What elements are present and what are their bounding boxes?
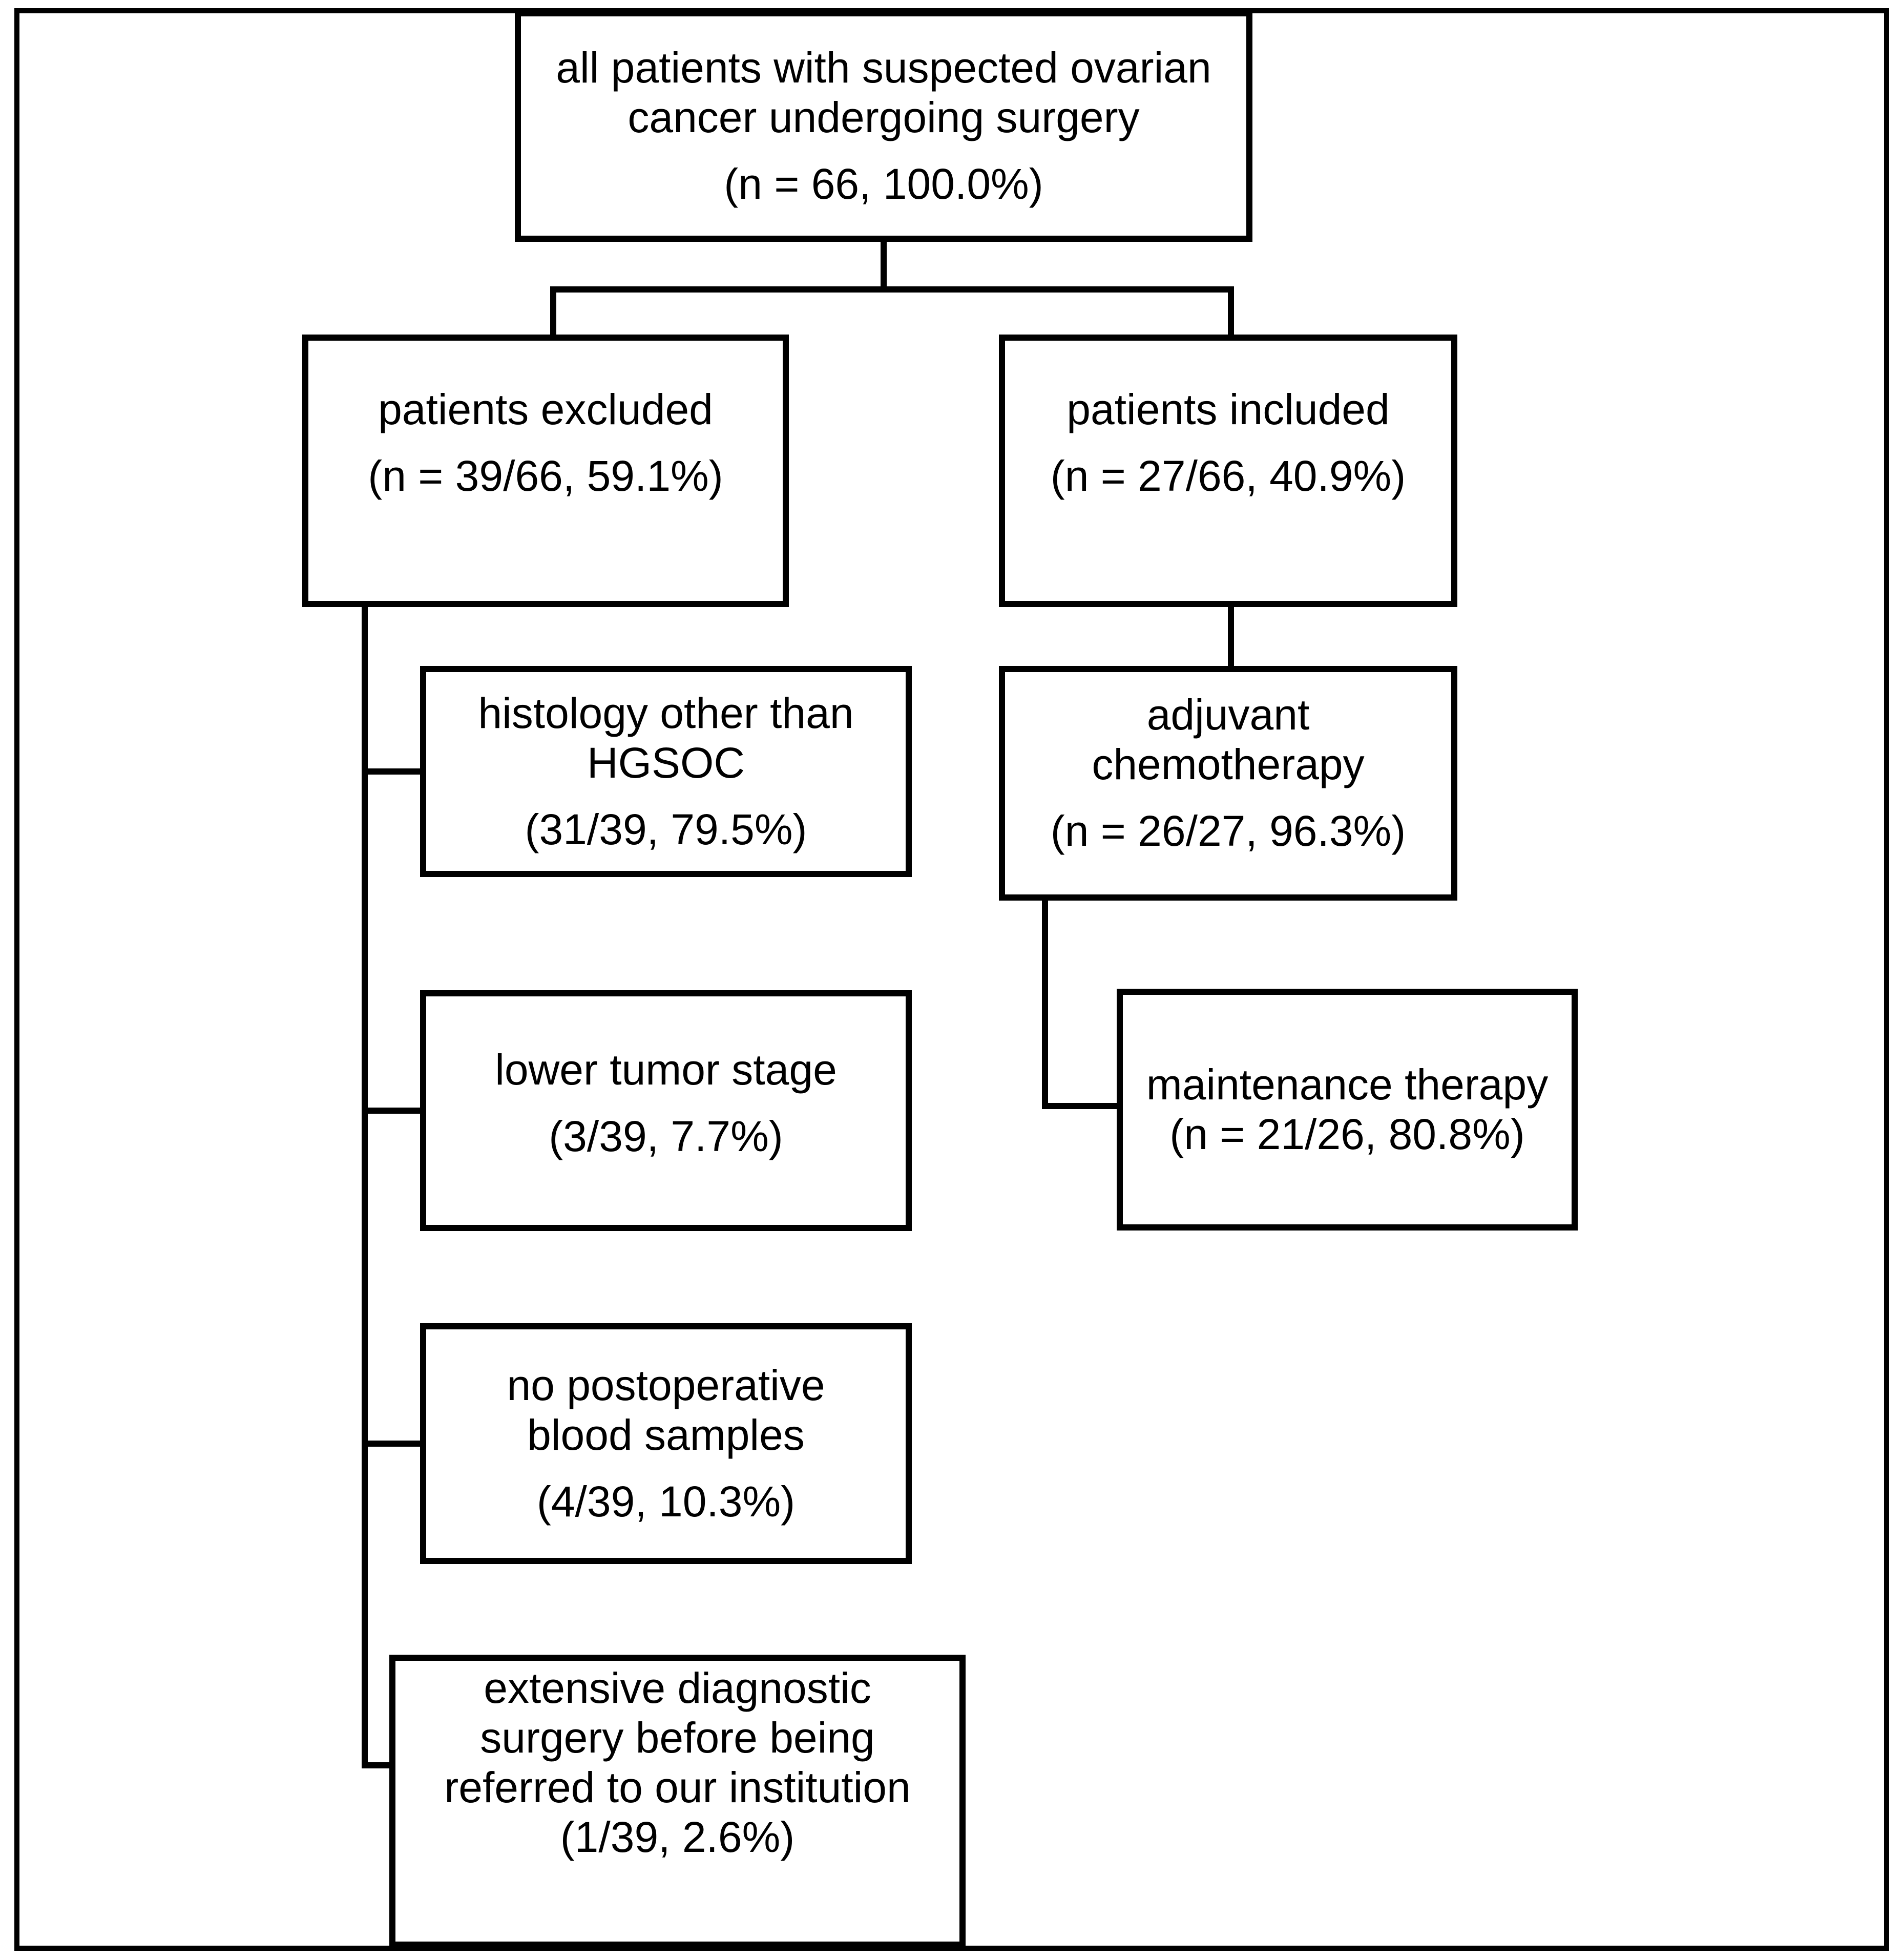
node-count: (n = 21/26, 80.8%) [1169, 1110, 1525, 1158]
node-all-patients: all patients with suspected ovarian canc… [515, 10, 1252, 242]
node-count: (n = 26/27, 96.3%) [1050, 807, 1406, 855]
node-patients-excluded: patients excluded (n = 39/66, 59.1%) [302, 335, 789, 607]
node-count: (n = 66, 100.0%) [724, 160, 1043, 208]
node-maintenance-therapy: maintenance therapy (n = 21/26, 80.8%) [1117, 989, 1578, 1231]
node-patients-included: patients included (n = 27/66, 40.9%) [999, 335, 1457, 607]
connector-adjuvant-down [1042, 896, 1048, 1109]
node-label: maintenance therapy [1146, 1060, 1549, 1109]
connector-included-down [1228, 604, 1234, 669]
node-label: histology other than HGSOC [478, 689, 854, 787]
connector-split-left-down [550, 286, 556, 341]
node-label: patients excluded [378, 385, 713, 433]
node-count: (3/39, 7.7%) [549, 1112, 783, 1160]
connector-stub-lower-stage [362, 1108, 426, 1114]
node-label: lower tumor stage [495, 1045, 837, 1094]
node-label: adjuvant chemotherapy [1092, 691, 1365, 788]
node-label: patients included [1066, 385, 1390, 433]
node-label: no postoperative blood samples [507, 1361, 825, 1459]
node-histology-other-than-hgsoc: histology other than HGSOC (31/39, 79.5%… [420, 666, 912, 877]
node-count: (31/39, 79.5%) [525, 805, 807, 853]
connector-stub-no-blood [362, 1441, 426, 1447]
node-count: (1/39, 2.6%) [560, 1813, 795, 1861]
connector-excluded-trunk [362, 604, 368, 1768]
connector-root-down [881, 239, 887, 293]
connector-stub-maintenance [1042, 1103, 1123, 1109]
node-no-postoperative-blood-samples: no postoperative blood samples (4/39, 10… [420, 1323, 912, 1564]
node-adjuvant-chemotherapy: adjuvant chemotherapy (n = 26/27, 96.3%) [999, 666, 1457, 901]
connector-stub-histology [362, 768, 426, 775]
node-label: extensive diagnostic surgery before bein… [444, 1664, 911, 1811]
node-lower-tumor-stage: lower tumor stage (3/39, 7.7%) [420, 990, 912, 1231]
connector-split-horizontal [550, 286, 1234, 293]
node-label: all patients with suspected ovarian canc… [556, 44, 1211, 141]
connector-split-right-down [1228, 286, 1234, 341]
node-extensive-diagnostic-surgery: extensive diagnostic surgery before bein… [389, 1655, 966, 1948]
node-count: (4/39, 10.3%) [536, 1477, 796, 1526]
node-count: (n = 39/66, 59.1%) [368, 451, 723, 500]
node-count: (n = 27/66, 40.9%) [1050, 451, 1406, 500]
connector-stub-extensive [362, 1762, 395, 1768]
